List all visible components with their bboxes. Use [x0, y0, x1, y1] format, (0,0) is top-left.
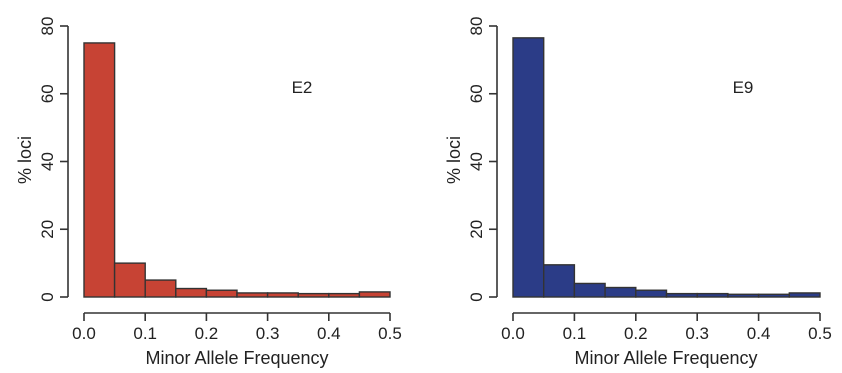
bar-e2-0 [83, 42, 116, 298]
bar-e9-8 [757, 293, 790, 298]
axes-e2: 0 20 40 60 80 0.0 0.1 0.2 0.3 0.4 0.5 [38, 17, 402, 343]
bar-e2-8 [328, 292, 361, 298]
bar-e2-7 [297, 292, 330, 298]
y-tick-label-e9-3: 60 [467, 84, 486, 103]
bar-e2-3 [175, 287, 208, 298]
panel-label-e2: E2 [292, 78, 313, 97]
bar-e9-7 [727, 293, 760, 298]
x-tick-label-e9-1: 0.1 [563, 324, 587, 343]
x-axis-title-e9: Minor Allele Frequency [574, 348, 757, 368]
bar-e2-9 [358, 291, 391, 298]
bar-e9-2 [573, 282, 606, 298]
bar-e2-6 [266, 292, 299, 298]
x-tick-label-e2-1: 0.1 [133, 324, 157, 343]
axes-e9: 0 20 40 60 80 0.0 0.1 0.2 0.3 0.4 0.5 [467, 17, 832, 343]
y-tick-label-e2-1: 20 [38, 220, 57, 239]
bar-e9-5 [665, 292, 698, 298]
y-tick-label-e2-2: 40 [38, 152, 57, 171]
x-tick-label-e9-2: 0.2 [624, 324, 648, 343]
x-tick-label-e9-4: 0.4 [747, 324, 771, 343]
x-tick-label-e9-3: 0.3 [685, 324, 709, 343]
y-tick-label-e2-4: 80 [38, 17, 57, 36]
bar-e9-9 [788, 292, 821, 298]
x-tick-label-e2-3: 0.3 [256, 324, 280, 343]
x-tick-label-e9-0: 0.0 [501, 324, 525, 343]
bar-e2-4 [205, 289, 238, 298]
histogram-panel-e9: 0 20 40 60 80 0.0 0.1 0.2 0.3 0.4 0.5 E9 Minor All… [444, 17, 832, 368]
y-axis-title-e9: % loci [444, 136, 464, 184]
panel-label-e9: E9 [733, 78, 754, 97]
x-tick-label-e9-5: 0.5 [808, 324, 832, 343]
y-tick-label-e9-2: 40 [467, 152, 486, 171]
bar-e2-2 [144, 279, 177, 298]
bar-e9-3 [604, 286, 637, 298]
y-tick-label-e9-0: 0 [467, 292, 486, 301]
y-axis-title-e2: % loci [15, 136, 35, 184]
bar-e2-5 [236, 292, 269, 298]
y-tick-label-e9-1: 20 [467, 220, 486, 239]
x-tick-label-e2-0: 0.0 [72, 324, 96, 343]
histogram-panel-e2: 0 20 40 60 80 0.0 0.1 0.2 0.3 0.4 0.5 E2 Minor All… [15, 17, 402, 368]
y-tick-label-e9-4: 80 [467, 17, 486, 36]
bar-e2-1 [113, 262, 146, 298]
bars-e2 [83, 42, 391, 298]
bar-e9-6 [696, 292, 729, 298]
y-tick-label-e2-0: 0 [38, 292, 57, 301]
x-axis-title-e2: Minor Allele Frequency [145, 348, 328, 368]
x-tick-label-e2-4: 0.4 [317, 324, 341, 343]
x-tick-label-e2-2: 0.2 [195, 324, 219, 343]
bar-e9-1 [543, 264, 576, 298]
x-tick-label-e2-5: 0.5 [378, 324, 402, 343]
bar-e9-4 [635, 289, 668, 298]
bar-e9-0 [512, 37, 545, 298]
bars-e9 [512, 37, 821, 298]
y-tick-label-e2-3: 60 [38, 84, 57, 103]
